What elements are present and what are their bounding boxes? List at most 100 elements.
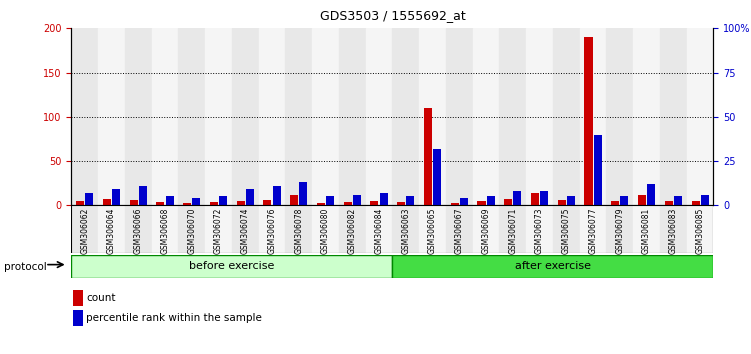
Bar	[219, 196, 227, 205]
Bar	[606, 205, 633, 253]
Bar	[71, 28, 98, 205]
Bar	[237, 201, 245, 205]
Text: GSM306074: GSM306074	[241, 208, 250, 254]
Bar	[660, 28, 686, 205]
Bar	[499, 28, 526, 205]
Bar	[285, 28, 312, 205]
Bar	[397, 202, 406, 205]
Text: GSM306079: GSM306079	[615, 208, 624, 254]
Text: GSM306065: GSM306065	[428, 208, 437, 254]
Bar	[76, 201, 84, 205]
Text: GSM306073: GSM306073	[535, 208, 544, 254]
Bar	[487, 196, 495, 205]
Bar	[472, 28, 499, 205]
Bar	[210, 202, 218, 205]
Bar	[633, 205, 660, 253]
Bar	[620, 196, 629, 205]
Text: before exercise: before exercise	[189, 261, 275, 272]
Bar	[290, 195, 298, 205]
Bar	[504, 199, 512, 205]
Bar	[232, 28, 258, 205]
Bar	[258, 205, 285, 253]
Bar	[701, 195, 709, 205]
Bar	[526, 28, 553, 205]
Bar	[86, 193, 93, 205]
Bar	[125, 28, 152, 205]
Bar	[580, 205, 606, 253]
Bar	[366, 28, 392, 205]
Bar	[344, 202, 351, 205]
Bar	[580, 28, 606, 205]
Bar	[273, 186, 281, 205]
Bar	[192, 198, 201, 205]
Bar	[419, 205, 446, 253]
Text: GSM306068: GSM306068	[161, 208, 170, 254]
Bar	[317, 202, 325, 205]
Text: GSM306069: GSM306069	[481, 208, 490, 254]
Bar	[312, 28, 339, 205]
Bar	[647, 184, 655, 205]
Bar	[686, 28, 713, 205]
Bar	[478, 201, 485, 205]
Text: GSM306078: GSM306078	[294, 208, 303, 254]
Text: GSM306083: GSM306083	[669, 208, 678, 254]
Text: GSM306066: GSM306066	[134, 208, 143, 254]
Text: GSM306062: GSM306062	[80, 208, 89, 254]
Bar	[125, 205, 152, 253]
Bar	[326, 196, 334, 205]
Bar	[531, 193, 539, 205]
Bar	[152, 28, 178, 205]
Bar	[460, 198, 468, 205]
Bar	[392, 205, 419, 253]
Bar	[339, 28, 366, 205]
Bar	[353, 195, 360, 205]
Bar	[446, 28, 472, 205]
Text: GDS3503 / 1555692_at: GDS3503 / 1555692_at	[319, 9, 466, 22]
Bar	[553, 28, 580, 205]
Text: GSM306075: GSM306075	[562, 208, 571, 254]
Bar	[152, 205, 178, 253]
Text: GSM306076: GSM306076	[267, 208, 276, 254]
Bar	[665, 201, 673, 205]
Bar	[419, 28, 446, 205]
Bar	[285, 205, 312, 253]
Text: GSM306085: GSM306085	[695, 208, 704, 254]
Bar	[692, 201, 699, 205]
Text: GSM306080: GSM306080	[321, 208, 330, 254]
Bar	[264, 200, 271, 205]
Bar	[593, 135, 602, 205]
Bar	[156, 202, 164, 205]
Text: GSM306081: GSM306081	[642, 208, 651, 254]
Bar	[112, 189, 120, 205]
Bar	[205, 28, 232, 205]
Text: GSM306077: GSM306077	[589, 208, 598, 254]
Bar	[339, 205, 366, 253]
Bar	[540, 191, 548, 205]
Bar	[392, 28, 419, 205]
Bar	[633, 28, 660, 205]
Bar	[451, 202, 459, 205]
Bar	[71, 255, 392, 278]
Text: GSM306082: GSM306082	[348, 208, 357, 254]
Bar	[98, 28, 125, 205]
Text: percentile rank within the sample: percentile rank within the sample	[86, 313, 262, 323]
Bar	[558, 200, 566, 205]
Text: GSM306072: GSM306072	[214, 208, 223, 254]
Bar	[584, 37, 593, 205]
Text: protocol: protocol	[4, 262, 47, 272]
Bar	[526, 205, 553, 253]
Bar	[638, 195, 646, 205]
Bar	[179, 205, 205, 253]
Text: GSM306063: GSM306063	[401, 208, 410, 254]
Bar	[130, 200, 137, 205]
Bar	[98, 205, 125, 253]
Text: GSM306084: GSM306084	[375, 208, 384, 254]
Bar	[392, 255, 713, 278]
Text: GSM306067: GSM306067	[455, 208, 464, 254]
Bar	[165, 196, 173, 205]
Bar	[379, 193, 388, 205]
Bar	[433, 149, 441, 205]
Bar	[103, 199, 111, 205]
Text: after exercise: after exercise	[515, 261, 591, 272]
Bar	[674, 196, 682, 205]
